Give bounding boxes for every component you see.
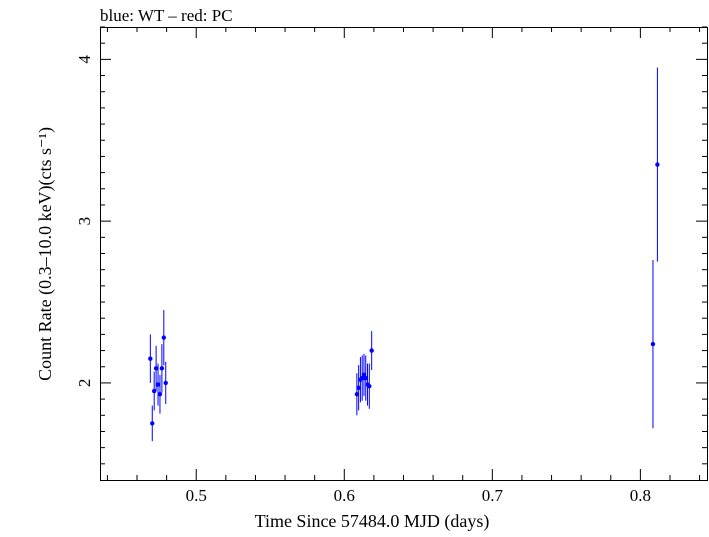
data-point [155,382,161,387]
data-point [151,388,157,394]
x-tick-label: 0.6 [334,486,355,505]
data-point [163,380,168,386]
data-point [157,392,163,397]
x-axis-label: Time Since 57484.0 MJD (days) [255,511,490,532]
y-tick-label: 3 [75,217,94,226]
x-tick-label: 0.5 [186,486,207,505]
chart-title: blue: WT – red: PC [100,6,233,25]
data-point [161,335,167,340]
data-point [359,375,365,381]
data-series-wt [148,67,660,442]
data-point [354,392,360,397]
data-point [363,375,368,381]
x-tick-label: 0.7 [482,486,504,505]
data-point [369,348,374,353]
data-point [655,162,660,167]
data-point [150,421,155,426]
axis-ticks: 0.5 0.6 0.7 0.8 2 3 4 [75,26,707,505]
data-point [367,383,372,389]
data-point [148,356,153,361]
y-tick-label: 4 [75,55,94,64]
data-point [153,366,159,371]
data-point [650,341,656,347]
y-axis-label: Count Rate (0.3–10.0 keV)(cts s⁻¹) [35,127,56,381]
plot-frame [100,27,708,481]
data-point [356,385,361,390]
x-tick-label: 0.8 [630,486,651,505]
data-point [361,372,367,378]
data-point [159,366,165,371]
y-tick-label: 2 [75,379,94,388]
